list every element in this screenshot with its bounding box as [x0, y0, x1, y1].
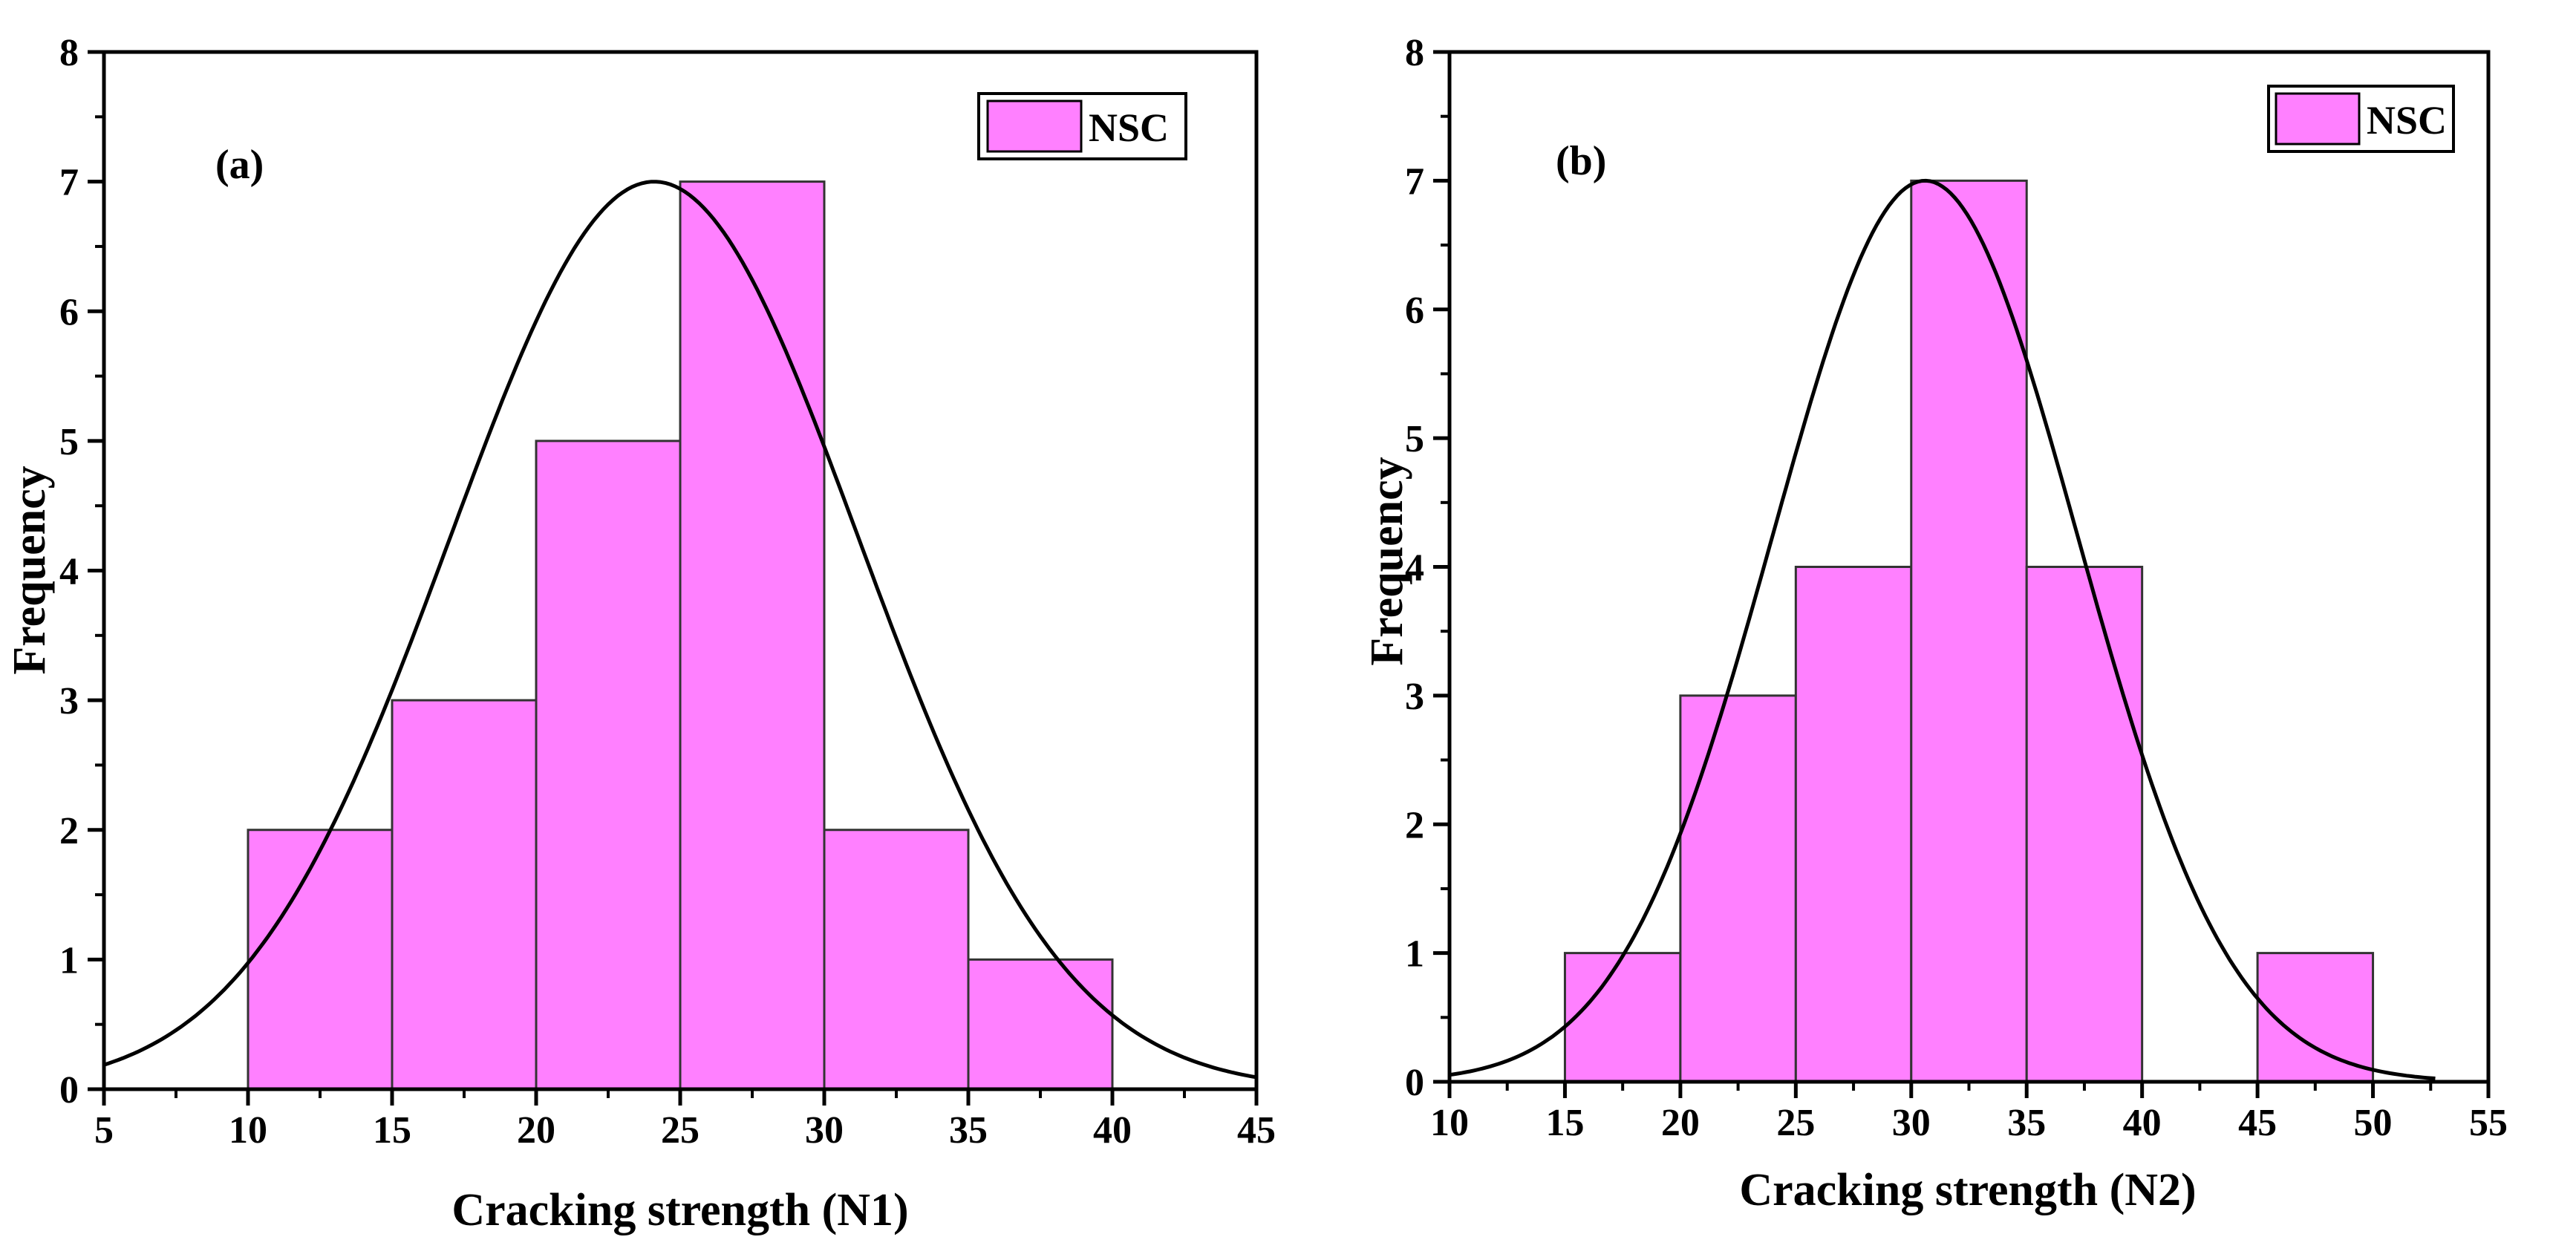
panel-a-x-tick-label-25: 25: [661, 1109, 700, 1152]
panel-a-x-tick-label-5: 5: [94, 1109, 114, 1152]
panel-b-x-tick-label-50: 50: [2354, 1102, 2393, 1144]
panel-b-x-tick-label-20: 20: [1661, 1102, 1700, 1144]
panel-a-x-tick-label-40: 40: [1093, 1109, 1132, 1152]
panel-a-y-tick-label-5: 5: [59, 421, 79, 463]
panel-b-y-tick-label-4: 4: [1405, 547, 1424, 590]
panel-a-y-tick-label-2: 2: [59, 810, 79, 852]
panel-a-bar-35-40: [967, 958, 1114, 1091]
panel-a-y-tick-label-7: 7: [59, 162, 79, 204]
panel-b-x-tick-label-35: 35: [2007, 1102, 2046, 1144]
panel-a-y-ticks: 0 1 2 3 4 5 6 7 8: [59, 32, 104, 1111]
panel-b-y-tick-label-8: 8: [1405, 32, 1424, 74]
panel-a-y-tick-label-3: 3: [59, 680, 79, 722]
panel-b-x-tick-label-30: 30: [1892, 1102, 1931, 1144]
panel-b-y-axis-title: Frequency: [1362, 457, 1412, 665]
panel-b-y-tick-label-7: 7: [1405, 160, 1424, 203]
panel-a-legend: NSC: [977, 92, 1187, 160]
panel-a-label: (a): [215, 142, 264, 188]
panel-b-y-tick-label-6: 6: [1405, 290, 1424, 332]
panel-a-x-tick-label-30: 30: [805, 1109, 844, 1152]
panel-a-x-tick-label-10: 10: [229, 1109, 267, 1152]
panel-a-x-tick-label-45: 45: [1237, 1109, 1276, 1152]
panel-b-bar-25-30: [1794, 566, 1913, 1083]
panel-a-fit-curve: [103, 180, 1257, 1080]
panel-a-x-ticks: 5 10 15 20 25 30 35 40 45: [94, 1089, 1276, 1152]
panel-b-legend: NSC: [2267, 85, 2455, 153]
panel-b-bar-20-25: [1679, 694, 1797, 1083]
panel-b-bar-35-40: [2025, 566, 2144, 1083]
panel-b-y-tick-label-1: 1: [1405, 933, 1424, 976]
panel-a-y-tick-label-6: 6: [59, 291, 79, 333]
panel-b-x-tick-label-25: 25: [1776, 1102, 1815, 1144]
panel-b-bars: [1563, 179, 2375, 1083]
panel-a-y-tick-label-1: 1: [59, 939, 79, 982]
panel-a-bar-15-20: [391, 699, 538, 1091]
panel-b-x-tick-label-10: 10: [1430, 1102, 1469, 1144]
panel-a-bar-30-35: [823, 829, 970, 1091]
panel-a-bar-20-25: [535, 440, 682, 1091]
panel-b-y-ticks: 0 1 2 3 4 5 6 7 8: [1405, 32, 1450, 1104]
panel-b-x-tick-label-40: 40: [2123, 1102, 2162, 1144]
panel-b-y-tick-label-5: 5: [1405, 418, 1424, 460]
panel-b-x-ticks: 10 15 20 25 30 35 40 45 50 55: [1430, 1082, 2508, 1144]
panel-b-legend-swatch: [2275, 92, 2361, 146]
panel-a-bar-10-15: [247, 829, 394, 1091]
panel-b-bar-30-35: [1910, 179, 2028, 1083]
panel-b-x-tick-label-45: 45: [2238, 1102, 2277, 1144]
panel-a-x-axis-title: Cracking strength (N1): [451, 1185, 908, 1235]
panel-b-y-tick-label-2: 2: [1405, 804, 1424, 846]
panel-b-bar-15-20: [1563, 952, 1682, 1083]
panel-a-legend-swatch: [986, 99, 1083, 153]
panel-b-x-tick-label-15: 15: [1545, 1102, 1584, 1144]
panel-a-bars: [247, 180, 1114, 1091]
panel-b-label: (b): [1556, 138, 1606, 184]
panel-b-x-axis-title: Cracking strength (N2): [1739, 1165, 2196, 1215]
panel-a-y-tick-label-0: 0: [59, 1069, 79, 1111]
panel-a-y-axis-title: Frequency: [4, 466, 55, 674]
panel-a-x-tick-label-20: 20: [517, 1109, 555, 1152]
panel-a-legend-label: NSC: [1089, 105, 1169, 150]
panel-a-bar-25-30: [679, 180, 826, 1091]
panel-a-x-tick-label-15: 15: [373, 1109, 411, 1152]
panel-a-x-tick-label-35: 35: [949, 1109, 988, 1152]
panel-b-y-tick-label-3: 3: [1405, 676, 1424, 718]
panel-a-y-tick-label-4: 4: [59, 551, 79, 593]
panel-b-fit-curve: [1449, 178, 2436, 1080]
panel-a-y-tick-label-8: 8: [59, 32, 79, 74]
panel-b-x-tick-label-55: 55: [2469, 1102, 2508, 1144]
panel-b-y-tick-label-0: 0: [1405, 1062, 1424, 1104]
panel-b-legend-label: NSC: [2367, 98, 2447, 143]
